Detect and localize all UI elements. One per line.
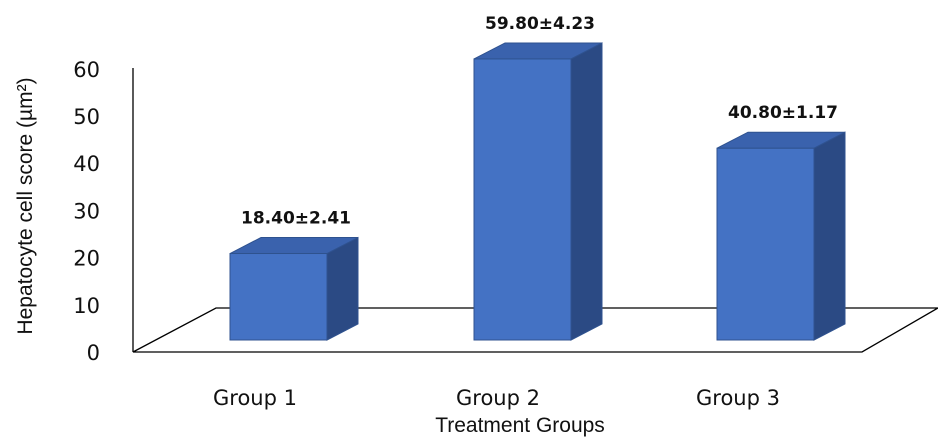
data-label: 18.40±2.41 bbox=[241, 209, 351, 229]
x-tick-label: Group 2 bbox=[456, 386, 540, 410]
y-tick-label: 30 bbox=[73, 199, 100, 223]
y-tick-label: 0 bbox=[87, 341, 100, 365]
y-tick-label: 40 bbox=[73, 152, 100, 176]
bar-front-face bbox=[229, 253, 328, 341]
bar-front-face bbox=[473, 58, 572, 341]
bar bbox=[473, 42, 603, 341]
y-tick-label: 60 bbox=[73, 58, 100, 82]
data-labels: 18.40±2.41 59.80±4.23 40.80±1.17 bbox=[241, 14, 838, 229]
x-axis-title: Treatment Groups bbox=[435, 414, 605, 437]
x-axis-ticks: Group 1 Group 2 Group 3 bbox=[213, 386, 780, 410]
bar-side-face bbox=[570, 42, 603, 341]
x-tick-label: Group 3 bbox=[696, 386, 780, 410]
bar bbox=[716, 131, 846, 341]
y-tick-label: 50 bbox=[73, 105, 100, 129]
bar-side-face bbox=[326, 236, 359, 341]
chart-floor bbox=[132, 307, 938, 353]
bar bbox=[229, 236, 359, 341]
bar-front-face bbox=[716, 147, 815, 341]
x-tick-label: Group 1 bbox=[213, 386, 297, 410]
bar-side-face bbox=[813, 131, 846, 341]
data-label: 59.80±4.23 bbox=[485, 14, 595, 34]
y-tick-label: 10 bbox=[73, 294, 100, 318]
data-label: 40.80±1.17 bbox=[728, 103, 838, 123]
y-axis-ticks: 0 10 20 30 40 50 60 bbox=[73, 58, 100, 365]
y-axis-title: Hepatocyte cell score (µm²) bbox=[14, 77, 37, 334]
bars bbox=[229, 42, 846, 341]
y-tick-label: 20 bbox=[73, 247, 100, 271]
